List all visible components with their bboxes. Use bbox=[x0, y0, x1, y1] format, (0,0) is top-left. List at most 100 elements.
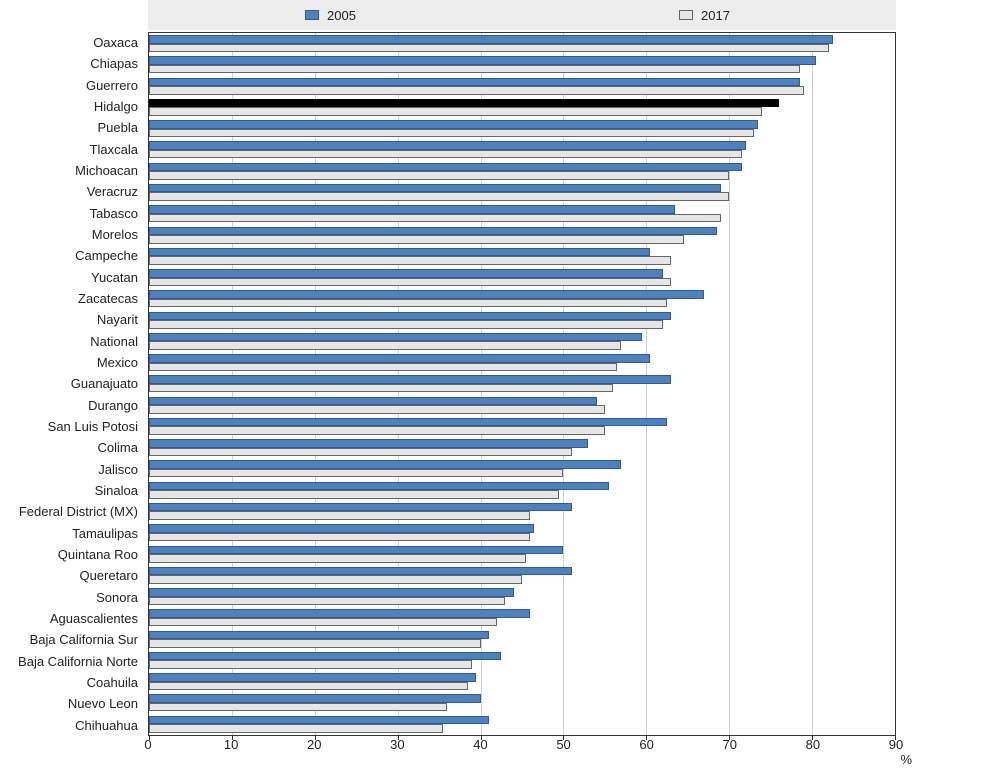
bar-2005 bbox=[149, 120, 758, 129]
bar-2005 bbox=[149, 78, 800, 87]
bar-2005 bbox=[149, 99, 779, 108]
y-label: Oaxaca bbox=[0, 32, 144, 53]
x-tick-label: 90 bbox=[889, 737, 903, 752]
y-label: Sonora bbox=[0, 587, 144, 608]
y-label: Queretaro bbox=[0, 565, 144, 586]
y-label: Mexico bbox=[0, 352, 144, 373]
y-label: Jalisco bbox=[0, 459, 144, 480]
bar-2005 bbox=[149, 354, 650, 363]
legend-label-2005: 2005 bbox=[327, 8, 356, 23]
bar-group bbox=[149, 331, 895, 352]
bar-2005 bbox=[149, 205, 675, 214]
bar-2017 bbox=[149, 618, 497, 627]
bar-2005 bbox=[149, 482, 609, 491]
bar-group bbox=[149, 416, 895, 437]
bar-group bbox=[149, 458, 895, 479]
bar-2017 bbox=[149, 214, 721, 223]
legend-item-2005: 2005 bbox=[305, 8, 356, 23]
x-tick-label: 20 bbox=[307, 737, 321, 752]
bar-2005 bbox=[149, 546, 563, 555]
bar-2017 bbox=[149, 192, 729, 201]
x-tick-label: 30 bbox=[390, 737, 404, 752]
bar-2017 bbox=[149, 511, 530, 520]
y-label: Coahuila bbox=[0, 672, 144, 693]
x-tick-label: 50 bbox=[556, 737, 570, 752]
bar-2005 bbox=[149, 503, 572, 512]
bar-group bbox=[149, 288, 895, 309]
bar-group bbox=[149, 267, 895, 288]
bar-2017 bbox=[149, 703, 447, 712]
x-tick-label: 70 bbox=[723, 737, 737, 752]
bar-2017 bbox=[149, 278, 671, 287]
y-label: Yucatan bbox=[0, 267, 144, 288]
y-label: Tlaxcala bbox=[0, 139, 144, 160]
bar-2005 bbox=[149, 460, 621, 469]
bar-group bbox=[149, 586, 895, 607]
x-tick-label: 0 bbox=[144, 737, 151, 752]
bar-group bbox=[149, 437, 895, 458]
bar-2017 bbox=[149, 256, 671, 265]
bar-group bbox=[149, 139, 895, 160]
bar-group bbox=[149, 650, 895, 671]
bar-group bbox=[149, 628, 895, 649]
y-label: Chihuahua bbox=[0, 715, 144, 736]
bar-group bbox=[149, 501, 895, 522]
y-label: Morelos bbox=[0, 224, 144, 245]
y-label: Colima bbox=[0, 437, 144, 458]
bar-2017 bbox=[149, 724, 443, 733]
bar-2017 bbox=[149, 44, 829, 53]
y-label: Tabasco bbox=[0, 203, 144, 224]
y-label: San Luis Potosi bbox=[0, 416, 144, 437]
bar-group bbox=[149, 182, 895, 203]
y-label: Durango bbox=[0, 395, 144, 416]
bar-2005 bbox=[149, 184, 721, 193]
bar-2005 bbox=[149, 524, 534, 533]
bar-2017 bbox=[149, 150, 742, 159]
bar-2017 bbox=[149, 235, 684, 244]
bar-2005 bbox=[149, 333, 642, 342]
x-axis-ticks: 0102030405060708090 bbox=[148, 737, 896, 755]
bar-2017 bbox=[149, 320, 663, 329]
x-tick-label: 80 bbox=[806, 737, 820, 752]
bar-2005 bbox=[149, 716, 489, 725]
y-label: Baja California Sur bbox=[0, 629, 144, 650]
bar-2017 bbox=[149, 299, 667, 308]
legend-label-2017: 2017 bbox=[701, 8, 730, 23]
bar-2005 bbox=[149, 290, 704, 299]
legend: 2005 2017 bbox=[148, 0, 896, 30]
bar-2017 bbox=[149, 575, 522, 584]
bar-2017 bbox=[149, 384, 613, 393]
y-axis-labels: OaxacaChiapasGuerreroHidalgoPueblaTlaxca… bbox=[0, 32, 144, 736]
bar-group bbox=[149, 565, 895, 586]
bar-2005 bbox=[149, 652, 501, 661]
y-label: National bbox=[0, 331, 144, 352]
y-label: Nuevo Leon bbox=[0, 693, 144, 714]
bar-2005 bbox=[149, 397, 597, 406]
bar-2005 bbox=[149, 269, 663, 278]
x-tick-label: 60 bbox=[639, 737, 653, 752]
bar-group bbox=[149, 203, 895, 224]
bar-2005 bbox=[149, 227, 717, 236]
bar-2017 bbox=[149, 129, 754, 138]
bar-group bbox=[149, 309, 895, 330]
bar-group bbox=[149, 161, 895, 182]
legend-swatch-2005 bbox=[305, 10, 319, 20]
x-axis-title: % bbox=[900, 752, 912, 767]
y-label: Hidalgo bbox=[0, 96, 144, 117]
bar-2017 bbox=[149, 107, 762, 116]
bar-2017 bbox=[149, 682, 468, 691]
bar-2017 bbox=[149, 490, 559, 499]
bar-2017 bbox=[149, 448, 572, 457]
bar-group bbox=[149, 692, 895, 713]
bar-2005 bbox=[149, 375, 671, 384]
bar-2017 bbox=[149, 533, 530, 542]
bar-group bbox=[149, 395, 895, 416]
bar-2017 bbox=[149, 86, 804, 95]
bar-group bbox=[149, 33, 895, 54]
bar-group bbox=[149, 373, 895, 394]
y-label: Federal District (MX) bbox=[0, 501, 144, 522]
bar-2005 bbox=[149, 56, 816, 65]
bar-2005 bbox=[149, 694, 481, 703]
bar-group bbox=[149, 76, 895, 97]
bar-2017 bbox=[149, 597, 505, 606]
